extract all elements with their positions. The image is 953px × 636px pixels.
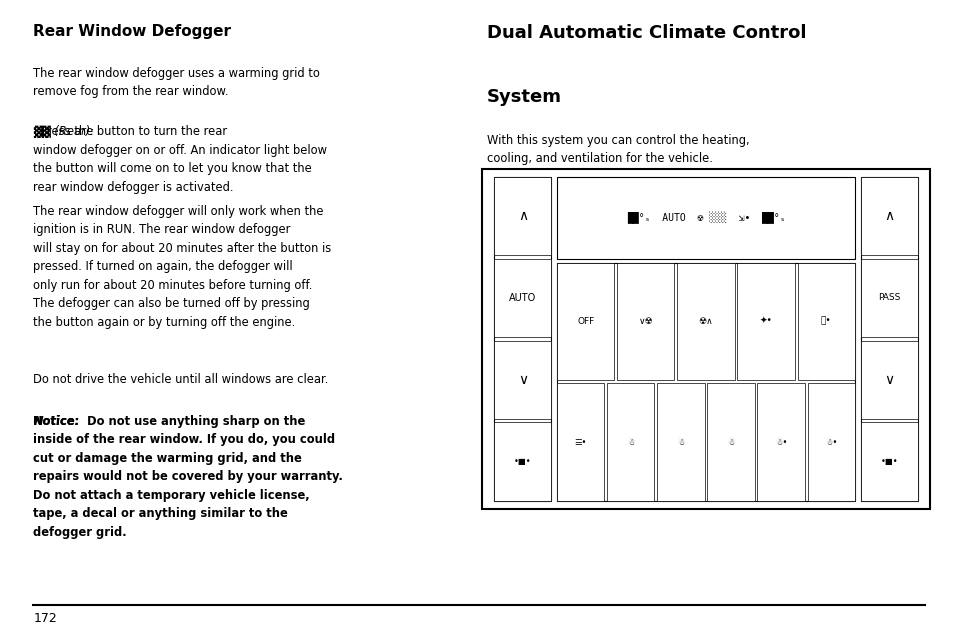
Bar: [481, 169, 929, 509]
Text: ☢∧: ☢∧: [698, 317, 713, 326]
Bar: [494, 177, 551, 501]
Text: AUTO: AUTO: [509, 293, 536, 303]
Text: The rear window defogger will only work when the
ignition is in RUN. The rear wi: The rear window defogger will only work …: [33, 205, 332, 329]
Text: 172: 172: [33, 612, 57, 625]
Bar: [806, 384, 854, 501]
Bar: [494, 340, 551, 418]
Text: ∨☢: ∨☢: [638, 317, 653, 326]
Text: Press the button to turn the rear
window defogger on or off. An indicator light : Press the button to turn the rear window…: [33, 125, 327, 194]
Text: ☃: ☃: [626, 438, 634, 446]
Text: PASS: PASS: [877, 293, 900, 302]
Text: Notice:  Do not use anything sharp on the
inside of the rear window. If you do, : Notice: Do not use anything sharp on the…: [33, 415, 343, 539]
Bar: [860, 340, 917, 418]
Text: With this system you can control the heating,
cooling, and ventilation for the v: With this system you can control the hea…: [486, 134, 748, 165]
Text: Rear Window Defogger: Rear Window Defogger: [33, 24, 232, 39]
Bar: [607, 384, 654, 501]
Text: •■•: •■•: [514, 457, 531, 466]
Bar: [677, 263, 734, 380]
Bar: [707, 384, 754, 501]
Text: ☃: ☃: [677, 438, 684, 446]
Bar: [860, 177, 917, 255]
Bar: [557, 384, 604, 501]
Bar: [494, 259, 551, 337]
Bar: [494, 177, 551, 255]
Text: •■•: •■•: [880, 457, 897, 466]
Text: ▓▓ (Rear):: ▓▓ (Rear):: [33, 125, 94, 138]
Text: ☰•: ☰•: [574, 438, 586, 446]
Text: ✦•: ✦•: [759, 317, 772, 326]
Text: Dual Automatic Climate Control: Dual Automatic Climate Control: [486, 24, 805, 42]
Bar: [494, 422, 551, 501]
Text: ⎕•: ⎕•: [820, 317, 831, 326]
Text: The rear window defogger uses a warming grid to
remove fog from the rear window.: The rear window defogger uses a warming …: [33, 67, 320, 99]
Bar: [557, 177, 854, 259]
Text: ∨: ∨: [883, 373, 893, 387]
Bar: [860, 177, 917, 501]
Bar: [557, 263, 854, 501]
Text: Notice:: Notice:: [33, 415, 79, 427]
Text: ☃•: ☃•: [774, 438, 786, 446]
Text: ██°ₛ  AUTO  ☢ ░░░  ⇲•  ██°ₛ: ██°ₛ AUTO ☢ ░░░ ⇲• ██°ₛ: [626, 212, 784, 224]
Bar: [737, 263, 794, 380]
Text: OFF: OFF: [577, 317, 594, 326]
Text: System: System: [486, 88, 561, 106]
Text: ☃•: ☃•: [824, 438, 837, 446]
Bar: [860, 422, 917, 501]
Bar: [657, 384, 703, 501]
Text: ∧: ∧: [883, 209, 893, 223]
Bar: [617, 263, 674, 380]
Bar: [860, 259, 917, 337]
Text: Do not drive the vehicle until all windows are clear.: Do not drive the vehicle until all windo…: [33, 373, 329, 386]
Bar: [557, 263, 614, 380]
Bar: [757, 384, 803, 501]
Text: ∨: ∨: [517, 373, 527, 387]
Bar: [797, 263, 854, 380]
Text: ∧: ∧: [517, 209, 527, 223]
Text: ☃: ☃: [726, 438, 734, 446]
